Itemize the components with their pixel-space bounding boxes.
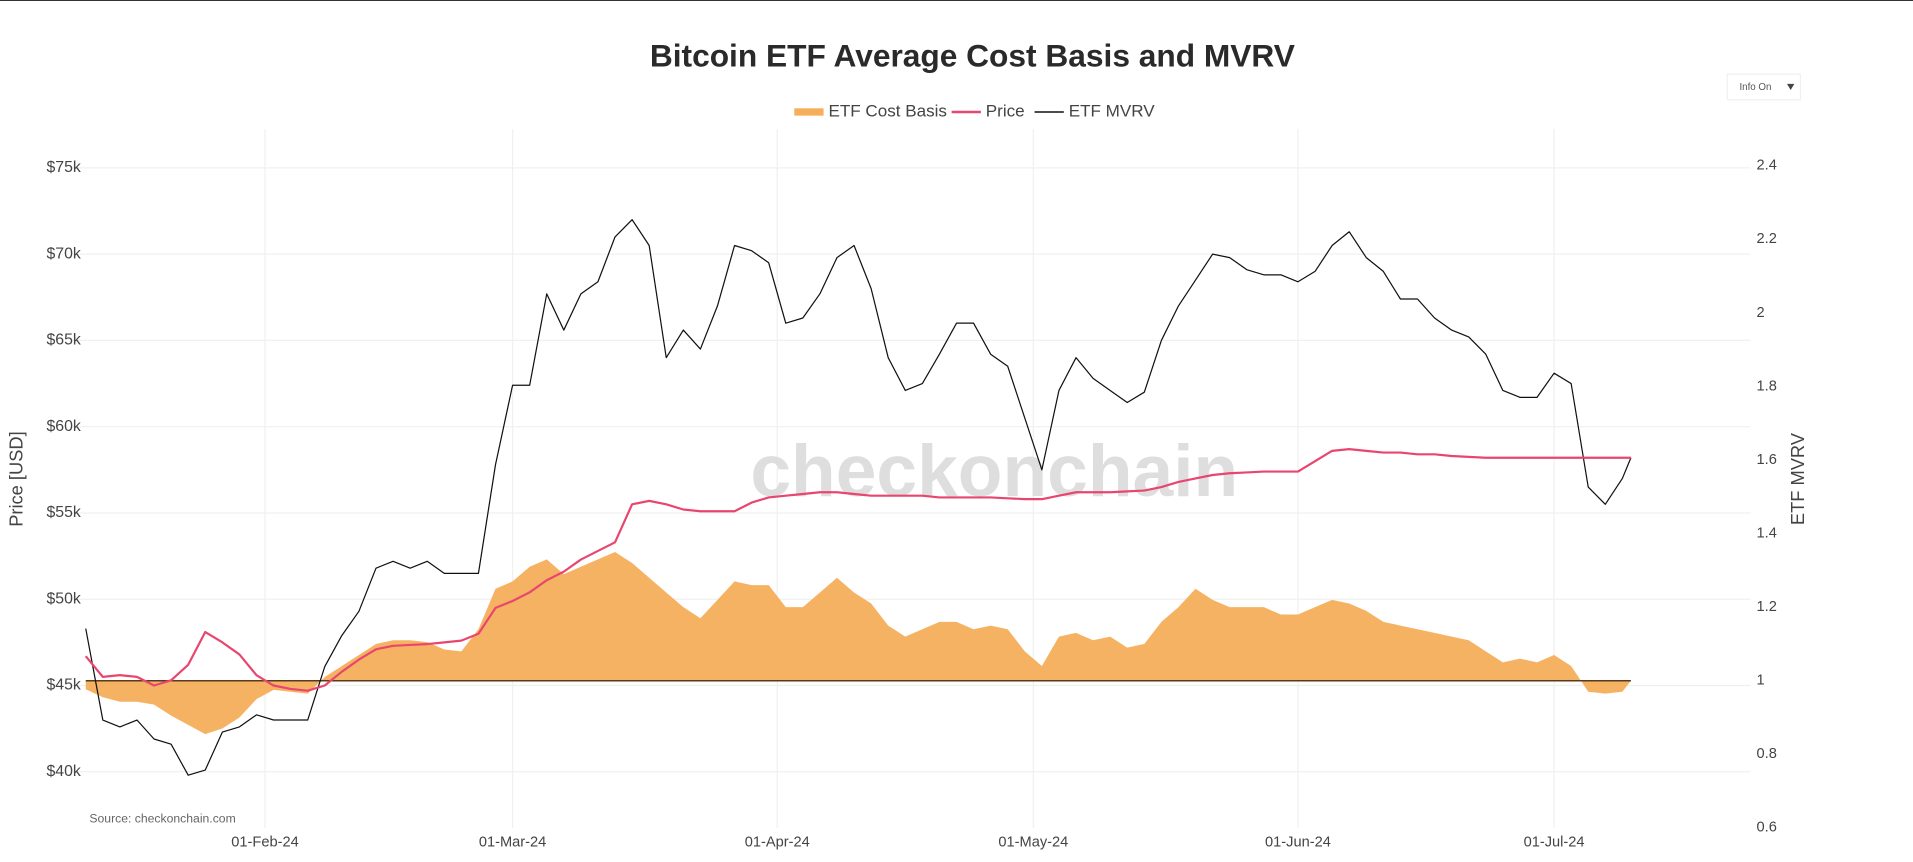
x-tick-label: 01-Mar-24: [479, 834, 546, 850]
x-tick-label: 01-Jun-24: [1265, 834, 1331, 850]
y2-tick-label: 2: [1757, 305, 1765, 321]
x-tick-label: 01-Jul-24: [1524, 834, 1585, 850]
y-tick-label: $70k: [47, 245, 81, 262]
legend: ETF Cost Basis Price ETF MVRV: [794, 101, 1155, 120]
y2-axis-label: ETF MVRV: [1787, 432, 1808, 525]
legend-swatch: [794, 108, 824, 116]
info-button-box[interactable]: [1726, 73, 1802, 101]
watermark: checkonchain: [750, 430, 1238, 512]
info-button[interactable]: Info On: [1726, 73, 1802, 101]
legend-label: ETF MVRV: [1069, 101, 1156, 120]
area: [85, 552, 1631, 735]
y2-tick-label: 1.2: [1757, 599, 1777, 615]
legend-label: Price: [986, 101, 1025, 120]
y-tick-label: $60k: [47, 418, 81, 435]
y-tick-label: $45k: [47, 677, 81, 694]
y-axis-label: Price [USD]: [5, 431, 26, 526]
y-tick-label: $40k: [47, 763, 81, 780]
line: [85, 219, 1632, 776]
y2-tick-label: 1.6: [1757, 452, 1777, 468]
dropdown-arrow: [1787, 83, 1795, 91]
y2-tick-label: 2.4: [1757, 158, 1777, 174]
y2-tick-label: 1.4: [1757, 525, 1777, 541]
info-button-label[interactable]: Info On: [1739, 82, 1771, 93]
y2-tick-label: 1: [1757, 673, 1765, 689]
x-tick-label: 01-Apr-24: [745, 834, 810, 850]
background-layer: checkonchain: [73, 129, 1751, 828]
legend-label: ETF Cost Basis: [828, 101, 947, 120]
y-tick-label: $50k: [47, 590, 81, 607]
y-tick-label: $75k: [47, 159, 81, 176]
y2-tick-label: 1.8: [1757, 378, 1777, 394]
y2-tick-label: 0.8: [1757, 746, 1777, 762]
line: [84, 448, 1631, 692]
chart-title: Bitcoin ETF Average Cost Basis and MVRV: [650, 38, 1295, 74]
y2-tick-label: 2.2: [1757, 231, 1777, 247]
y-tick-label: $65k: [47, 332, 81, 349]
y2-tick-label: 0.6: [1757, 820, 1777, 836]
x-tick-label: 01-Feb-24: [231, 834, 298, 850]
source-note: Source: checkonchain.com: [89, 812, 235, 826]
x-tick-label: 01-May-24: [998, 834, 1068, 850]
y-tick-label: $55k: [47, 504, 81, 521]
